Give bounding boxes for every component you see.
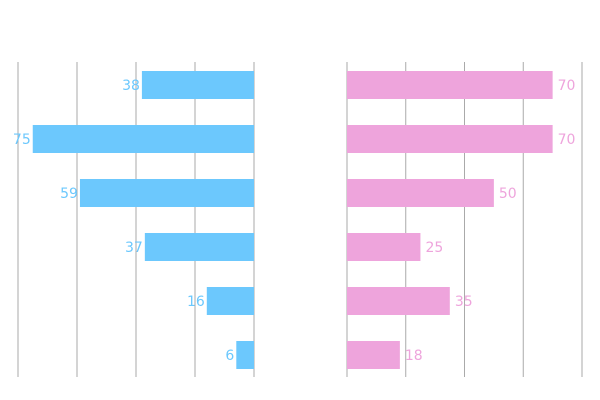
right-series-bars [347,71,553,369]
left-bar [206,287,254,315]
left-series-labels: 38 75 59 37 16 6 [13,78,234,364]
right-bar [347,287,450,315]
right-bar [347,71,553,99]
right-bar [347,179,494,207]
left-bar-value-label: 37 [125,240,143,256]
left-bar-value-label: 38 [122,78,140,94]
right-bar-value-label: 35 [455,294,473,310]
left-bar-value-label: 59 [60,186,78,202]
left-bar [236,341,254,369]
right-bar [347,125,553,153]
right-bar [347,341,400,369]
left-series-bars [32,71,254,369]
right-bar-value-label: 70 [558,78,576,94]
left-bar [32,125,254,153]
right-gridlines [346,62,583,377]
left-bar [141,71,254,99]
left-bar-value-label: 16 [187,294,205,310]
right-bar-value-label: 18 [405,348,423,364]
right-bar [347,233,421,261]
left-bar [144,233,254,261]
left-gridlines [17,62,255,377]
left-bar [79,179,254,207]
right-bar-value-label: 25 [425,240,443,256]
left-bar-value-label: 75 [13,132,31,148]
right-bar-value-label: 50 [499,186,517,202]
left-bar-value-label: 6 [225,348,234,364]
right-series-labels: 70 70 50 25 35 18 [405,78,576,364]
right-bar-value-label: 70 [558,132,576,148]
